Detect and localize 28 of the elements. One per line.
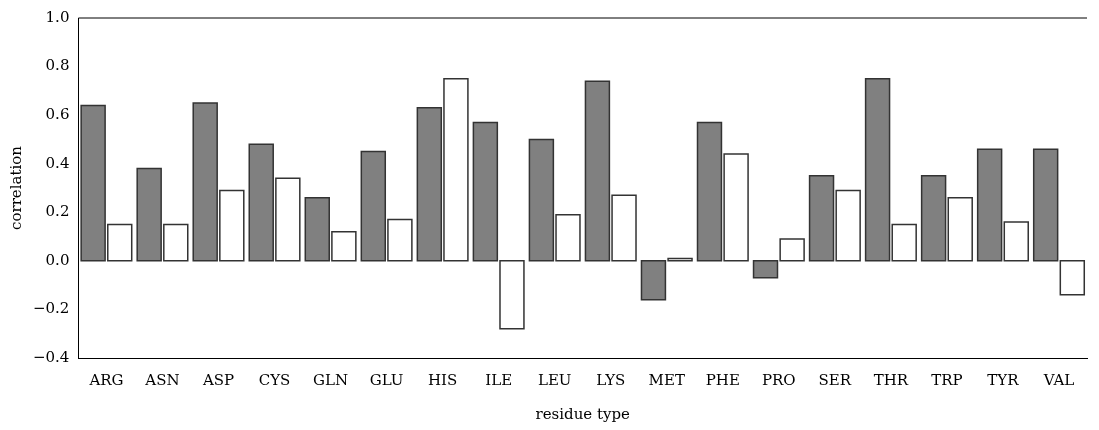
y-tick-label: 0.8: [45, 56, 70, 75]
x-tick-label: LEU: [537, 370, 572, 389]
x-tick-label: TRP: [931, 370, 963, 389]
x-tick-label: LYS: [596, 370, 626, 389]
x-tick-label: SER: [818, 370, 852, 389]
y-tick-label: −0.2: [32, 299, 70, 318]
y-tick-label: 0.4: [45, 153, 70, 172]
y-tick-label: 0.6: [45, 105, 70, 124]
x-tick-label: GLN: [313, 370, 349, 389]
x-tick-label: HIS: [427, 370, 458, 389]
x-tick-label: PHE: [705, 370, 740, 389]
x-tick-label: PRO: [761, 370, 796, 389]
x-tick-label: ILE: [485, 370, 513, 389]
y-tick-label: 1.0: [45, 7, 70, 26]
y-tick-label: 0.0: [45, 250, 70, 269]
y-tick-label: 0.2: [45, 202, 70, 221]
x-axis-title: residue type: [535, 404, 631, 423]
x-tick-label: ASN: [144, 370, 180, 389]
y-tick-label: −0.4: [32, 347, 70, 366]
x-tick-label: CYS: [258, 370, 291, 389]
x-tick-label: ASP: [201, 370, 235, 389]
x-tick-label: GLU: [369, 370, 404, 389]
x-tick-label: TYR: [987, 370, 1020, 389]
y-axis-title: correlation: [6, 145, 25, 230]
x-tick-label: THR: [873, 370, 909, 389]
x-tick-label: VAL: [1042, 370, 1075, 389]
x-tick-label: ARG: [88, 370, 124, 389]
x-tick-label: MET: [648, 370, 685, 389]
